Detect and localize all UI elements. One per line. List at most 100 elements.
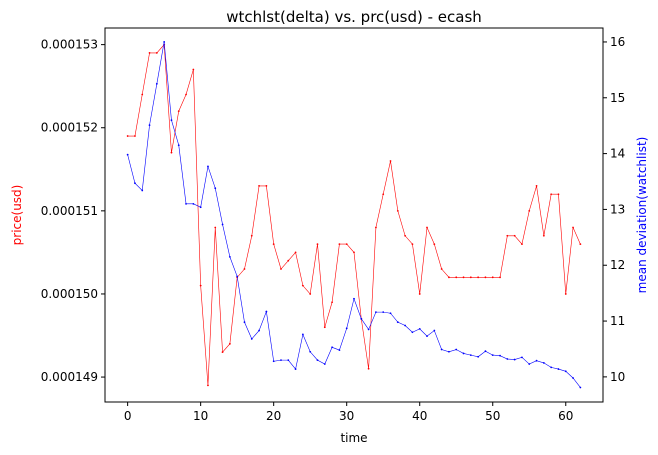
price-point (550, 193, 553, 196)
price-point (535, 185, 538, 187)
right-y-tick-label: 11 (610, 314, 625, 328)
watchlist-point (455, 348, 458, 351)
price-point (214, 226, 217, 229)
right-y-axis-label: mean deviation(watchlist) (635, 137, 649, 294)
watchlist-point (426, 335, 428, 338)
x-tick-label: 50 (485, 409, 500, 423)
watchlist-point (448, 350, 450, 353)
price-point (396, 209, 399, 212)
price-point (301, 284, 304, 287)
watchlist-point (484, 350, 487, 353)
price-point (316, 243, 319, 245)
watchlist-point (141, 189, 144, 192)
price-point (572, 226, 574, 229)
x-tick-label: 20 (266, 409, 281, 423)
watchlist-point (192, 202, 195, 205)
watchlist-point (228, 255, 231, 258)
price-point (382, 193, 385, 196)
price-point (528, 209, 531, 212)
watchlist-point (542, 362, 545, 364)
price-point (309, 293, 312, 295)
price-point (192, 68, 195, 71)
right-y-tick-label: 16 (610, 35, 625, 49)
price-point (148, 52, 151, 54)
price-point (177, 110, 180, 113)
price-point (199, 284, 202, 287)
watchlist-point (572, 377, 574, 379)
price-point (491, 276, 494, 279)
x-tick-label: 60 (558, 409, 573, 423)
price-point (433, 243, 436, 245)
watchlist-point (185, 202, 187, 205)
price-point (440, 268, 443, 270)
price-point (221, 351, 224, 354)
price-point (477, 276, 480, 279)
x-tick-label: 30 (339, 409, 354, 423)
watchlist-point (280, 359, 282, 362)
watchlist-point (177, 144, 180, 147)
price-point (265, 185, 268, 187)
price-point (564, 293, 567, 295)
watchlist-point (265, 310, 268, 313)
price-point (404, 234, 407, 237)
watchlist-point (550, 366, 553, 369)
watchlist-point (404, 324, 407, 327)
price-point (557, 193, 560, 196)
watchlist-point (564, 370, 567, 373)
watchlist-point (126, 153, 129, 156)
price-point (448, 276, 450, 279)
watchlist-point (134, 182, 136, 185)
watchlist-point (170, 119, 173, 121)
price-point (418, 293, 421, 295)
price-point (345, 243, 348, 245)
plot-frame (104, 27, 604, 403)
price-point (375, 226, 377, 229)
watchlist-point (155, 82, 158, 85)
price-point (411, 243, 414, 245)
watchlist-point (163, 41, 166, 43)
watchlist-point (382, 311, 385, 314)
price-point (513, 234, 516, 237)
watchlist-point (301, 333, 304, 336)
watchlist-point (375, 311, 377, 314)
watchlist-point (221, 223, 224, 226)
right-y-tick-label: 15 (610, 91, 625, 105)
chart-title: wtchlst(delta) vs. prc(usd) - ecash (226, 8, 482, 26)
watchlist-point (338, 349, 341, 351)
watchlist-point (579, 386, 582, 389)
watchlist-point (367, 328, 370, 331)
left-y-tick-label: 0.000149 (41, 370, 98, 384)
watchlist-point (207, 165, 209, 168)
price-point (207, 384, 209, 387)
price-point (323, 326, 326, 329)
watchlist-point (323, 363, 326, 365)
watchlist-point (513, 358, 516, 361)
chart-marks (126, 41, 582, 389)
watchlist-point (389, 312, 392, 315)
watchlist-point (469, 354, 472, 357)
watchlist-point (148, 124, 151, 127)
right-y-tick-label: 14 (610, 147, 625, 161)
watchlist-point (396, 321, 399, 324)
price-point (280, 268, 282, 270)
price-point (462, 276, 465, 279)
price-point (426, 226, 428, 229)
watchlist-point (506, 358, 509, 360)
watchlist-point (214, 187, 217, 190)
watchlist-point (491, 354, 494, 357)
x-axis-label: time (340, 431, 367, 445)
price-point (243, 268, 246, 270)
price-point (141, 93, 144, 96)
watchlist-point (528, 363, 531, 365)
price-point (126, 135, 129, 137)
x-tick-label: 40 (412, 409, 427, 423)
price-point (331, 301, 333, 304)
price-point (155, 52, 158, 54)
watchlist-point (418, 327, 421, 330)
watchlist-point (287, 359, 290, 362)
watchlist-point (411, 331, 414, 334)
watchlist-point (250, 338, 253, 340)
price-point (134, 135, 136, 137)
price-point (250, 234, 253, 237)
price-point (389, 160, 392, 162)
